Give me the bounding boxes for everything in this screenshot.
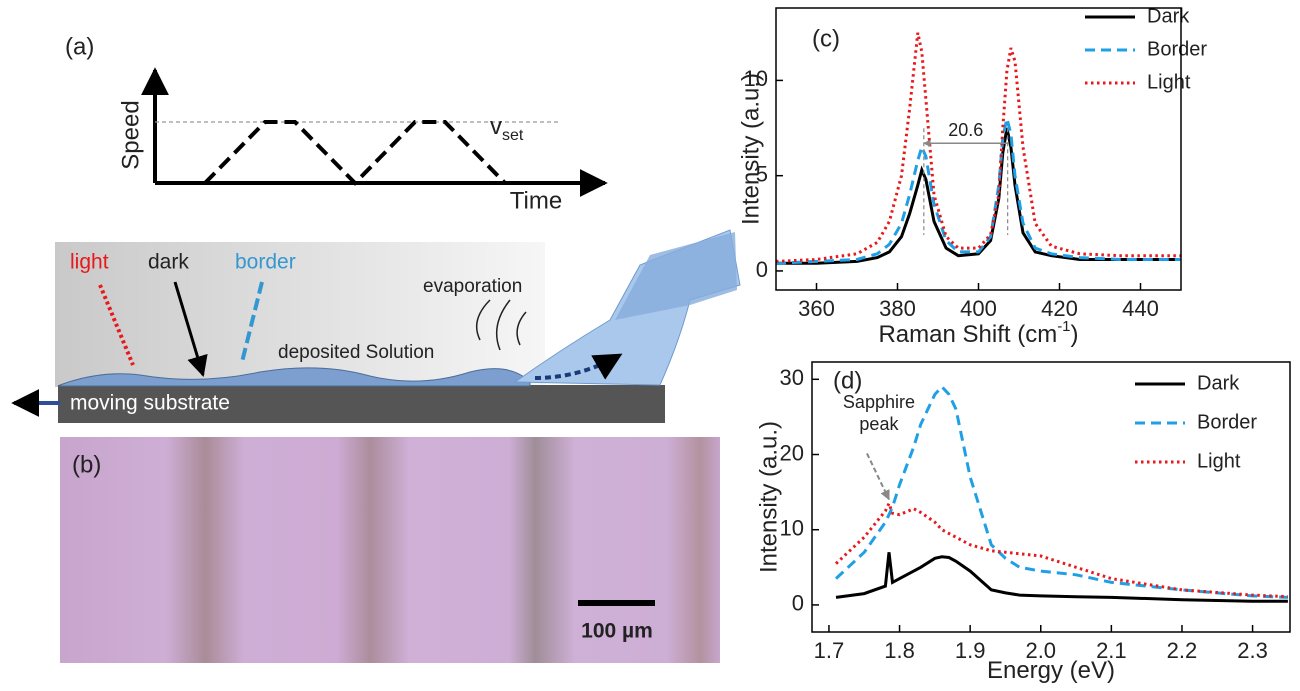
- x-tick-label: 1.9: [955, 638, 986, 663]
- y-tick-label: 30: [780, 365, 804, 390]
- flow-arrow: [534, 353, 623, 380]
- solution-film: [59, 367, 531, 387]
- x-axis-title: Energy (eV): [987, 657, 1115, 684]
- x-tick-label: 1.8: [884, 638, 915, 663]
- annotation-text: 20.6: [948, 120, 983, 140]
- legend-label: Border: [1197, 411, 1257, 433]
- substrate-label: moving substrate: [70, 392, 230, 415]
- legend-label: Dark: [1197, 372, 1240, 394]
- x-axis-title: Raman Shift (cm-1): [878, 318, 1078, 348]
- v-set-label: vset: [490, 113, 524, 144]
- y-tick-label: 20: [780, 440, 804, 465]
- annotation-text: peak: [859, 414, 899, 434]
- annotation-arrow: [866, 452, 890, 501]
- scale-label: 100 µm: [581, 620, 653, 643]
- v-sub: set: [502, 127, 524, 144]
- dark-label: dark: [148, 251, 189, 274]
- data-line: [776, 32, 1181, 263]
- x-tick-label: 2.2: [1167, 638, 1198, 663]
- panel-label: (c): [812, 25, 840, 52]
- y-tick-label: 10: [744, 66, 768, 91]
- x-title-main: Energy (eV): [987, 657, 1115, 684]
- axis-title: Speed: [117, 100, 144, 169]
- x-tick-label: 420: [1041, 296, 1078, 321]
- data-line: [776, 127, 1181, 265]
- panel-label: (d): [833, 367, 862, 394]
- x-tick-label: 2.1: [1096, 638, 1127, 663]
- border-arrow: [240, 281, 264, 363]
- panel-label: (b): [72, 451, 101, 478]
- x-tick-label: 360: [798, 296, 835, 321]
- data-line: [834, 499, 1288, 599]
- speed-profile: [203, 120, 507, 186]
- border-label: border: [235, 251, 296, 274]
- plot-frame: [811, 361, 1291, 633]
- solution-label: deposited Solution: [278, 342, 434, 363]
- annotation-text: Sapphire: [843, 392, 915, 412]
- data-line: [835, 552, 1288, 603]
- legend-label: Light: [1147, 71, 1191, 93]
- data-line: [834, 384, 1288, 599]
- x-tick-label: 2.0: [1025, 638, 1056, 663]
- y-tick-label: 5: [756, 161, 768, 186]
- substrate: [58, 385, 665, 423]
- y-tick-label: 0: [792, 591, 804, 616]
- data-line: [776, 118, 1181, 265]
- y-tick-label: 10: [780, 516, 804, 541]
- v-label: v: [490, 113, 502, 140]
- air-region: [55, 242, 545, 387]
- x-title-main: Raman Shift (cm: [878, 321, 1057, 348]
- x-tick-label: 2.3: [1237, 638, 1268, 663]
- x-tick-label: 380: [879, 296, 916, 321]
- light-arrow: [98, 284, 135, 366]
- light-label: light: [70, 251, 109, 274]
- x-title-end: ): [1071, 321, 1079, 348]
- legend-label: Light: [1197, 450, 1241, 472]
- evaporation-label: evaporation: [423, 276, 522, 297]
- micrograph: [60, 437, 720, 663]
- legend-label: Dark: [1147, 5, 1190, 27]
- axis-title: Time: [510, 187, 562, 214]
- x-tick-label: 440: [1122, 296, 1159, 321]
- x-tick-label: 400: [960, 296, 997, 321]
- evap-lines: [475, 299, 527, 351]
- x-title-sup: -1: [1057, 318, 1070, 335]
- blade-body: [615, 232, 737, 320]
- y-axis-title: Intensity (a.u.): [755, 421, 782, 573]
- y-axis-title: Intensity (a.u.): [737, 73, 764, 225]
- panel-label: (a): [65, 33, 94, 60]
- scale-bar: [578, 600, 655, 606]
- x-tick-label: 1.7: [814, 638, 845, 663]
- y-tick-label: 0: [756, 257, 768, 282]
- plot-frame: [775, 7, 1182, 291]
- legend-label: Border: [1147, 38, 1207, 60]
- dark-arrow: [173, 281, 208, 378]
